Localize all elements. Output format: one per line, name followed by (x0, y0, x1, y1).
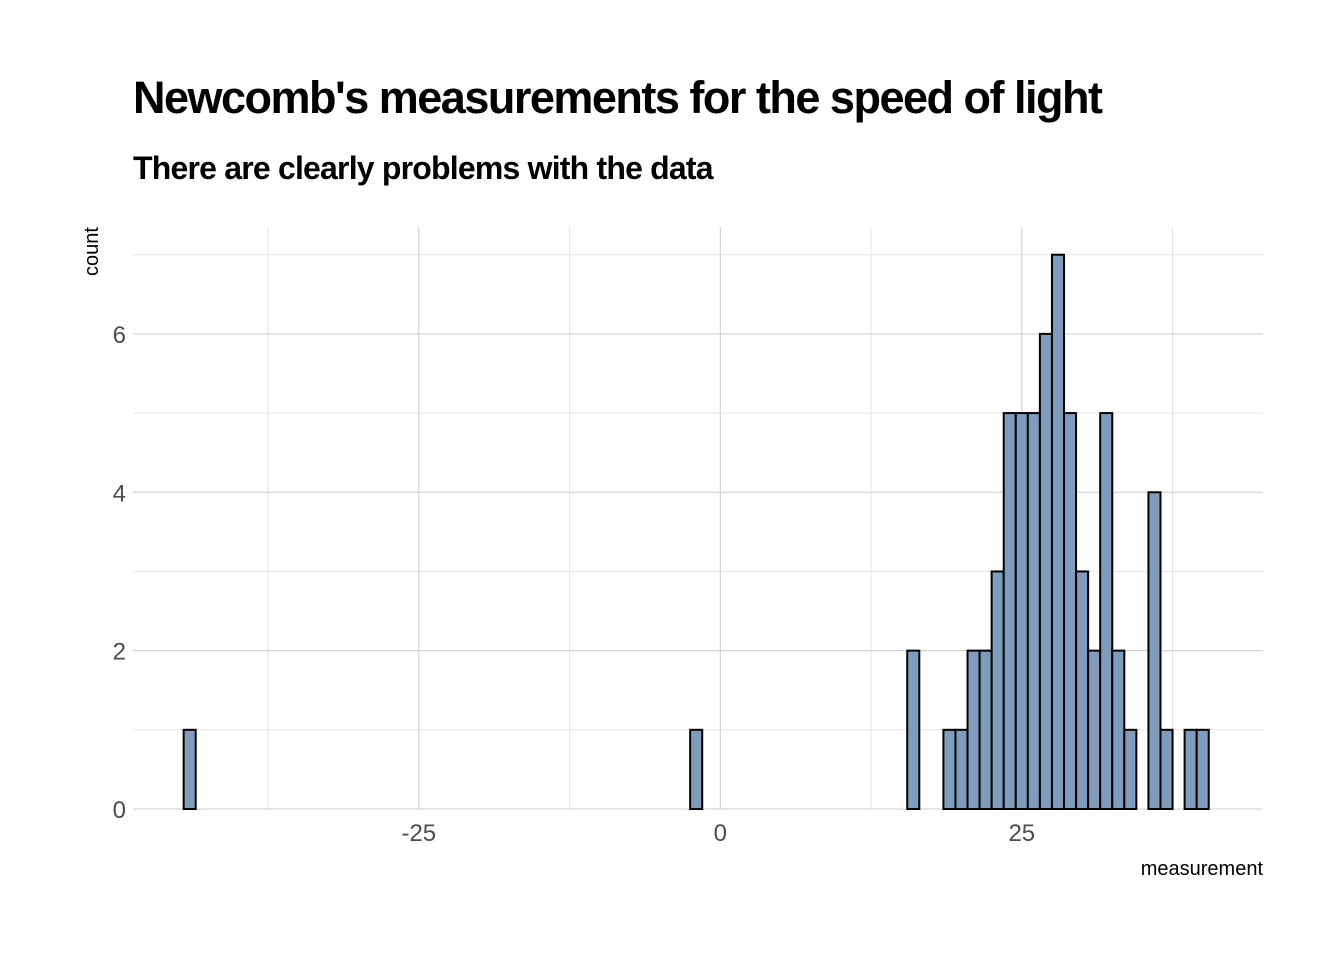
histogram-bar (1123, 728, 1138, 811)
x-axis-title: measurement (1141, 858, 1264, 880)
histogram-bar (1014, 412, 1029, 810)
histogram-bar (1099, 412, 1114, 810)
histogram-bar (1002, 412, 1017, 810)
x-tick-label: 25 (1008, 820, 1035, 847)
histogram-bar (990, 570, 1005, 810)
histogram-bar (1147, 491, 1162, 810)
y-axis-ticks: 0 2 4 6 (113, 322, 126, 824)
histogram-bar (1195, 728, 1210, 811)
chart-title: Newcomb's measurements for the speed of … (133, 72, 1103, 123)
histogram-bar (978, 649, 993, 810)
histogram-bar (942, 728, 957, 811)
x-axis-ticks: -25 0 25 (401, 820, 1035, 847)
histogram-bar (954, 728, 969, 811)
histogram-bar (1087, 649, 1102, 810)
histogram-bar (966, 649, 981, 810)
histogram-bar (1183, 728, 1198, 811)
histogram-bar (1038, 332, 1053, 810)
histogram-bar (1063, 412, 1078, 810)
y-tick-label: 2 (113, 639, 126, 666)
histogram-bar (1159, 728, 1174, 811)
histogram-bar (1075, 570, 1090, 810)
histogram-bar (1026, 412, 1041, 810)
histogram-bar (906, 649, 921, 810)
chart-subtitle: There are clearly problems with the data (133, 150, 714, 186)
histogram-bar (689, 728, 704, 811)
x-tick-label: 0 (714, 820, 727, 847)
y-axis-title: count (81, 227, 103, 276)
histogram-bar (182, 728, 197, 811)
y-tick-label: 6 (113, 322, 126, 349)
y-tick-label: 4 (113, 480, 126, 507)
histogram-bar (1111, 649, 1126, 810)
y-tick-label: 0 (113, 797, 126, 824)
histogram-bar (1050, 253, 1066, 810)
x-tick-label: -25 (401, 820, 436, 847)
bars (182, 253, 1210, 811)
